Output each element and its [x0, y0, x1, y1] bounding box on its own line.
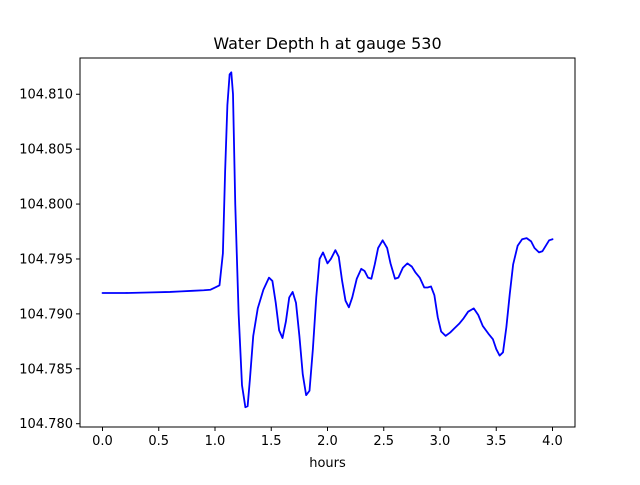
x-tick-label: 2.5 [373, 434, 394, 449]
y-tick-label: 104.780 [19, 417, 73, 432]
y-tick-label: 104.790 [19, 307, 73, 322]
x-tick-label: 3.5 [486, 434, 507, 449]
y-tick-label: 104.810 [19, 88, 73, 103]
x-axis-label: hours [309, 456, 346, 471]
x-tick-label: 3.0 [430, 434, 451, 449]
x-tick-label: 1.0 [205, 434, 226, 449]
y-tick-label: 104.795 [19, 252, 73, 267]
plot-area-frame [79, 57, 576, 428]
x-tick-label: 0.5 [148, 434, 169, 449]
chart-title: Water Depth h at gauge 530 [213, 34, 441, 53]
series-line [101, 71, 554, 409]
axis-ticks: 0.0 0.5 1.0 1.5 2.0 2.5 3.0 3.5 4.0 104.780 104.78… [19, 88, 563, 449]
x-tick-label: 4.0 [542, 434, 563, 449]
series-layer [101, 71, 554, 409]
x-tick-label: 1.5 [261, 434, 282, 449]
y-tick-label: 104.800 [19, 198, 73, 213]
x-tick-label: 0.0 [92, 434, 113, 449]
y-tick-label: 104.805 [19, 143, 73, 158]
x-tick-label: 2.0 [317, 434, 338, 449]
y-tick-label: 104.785 [19, 362, 73, 377]
